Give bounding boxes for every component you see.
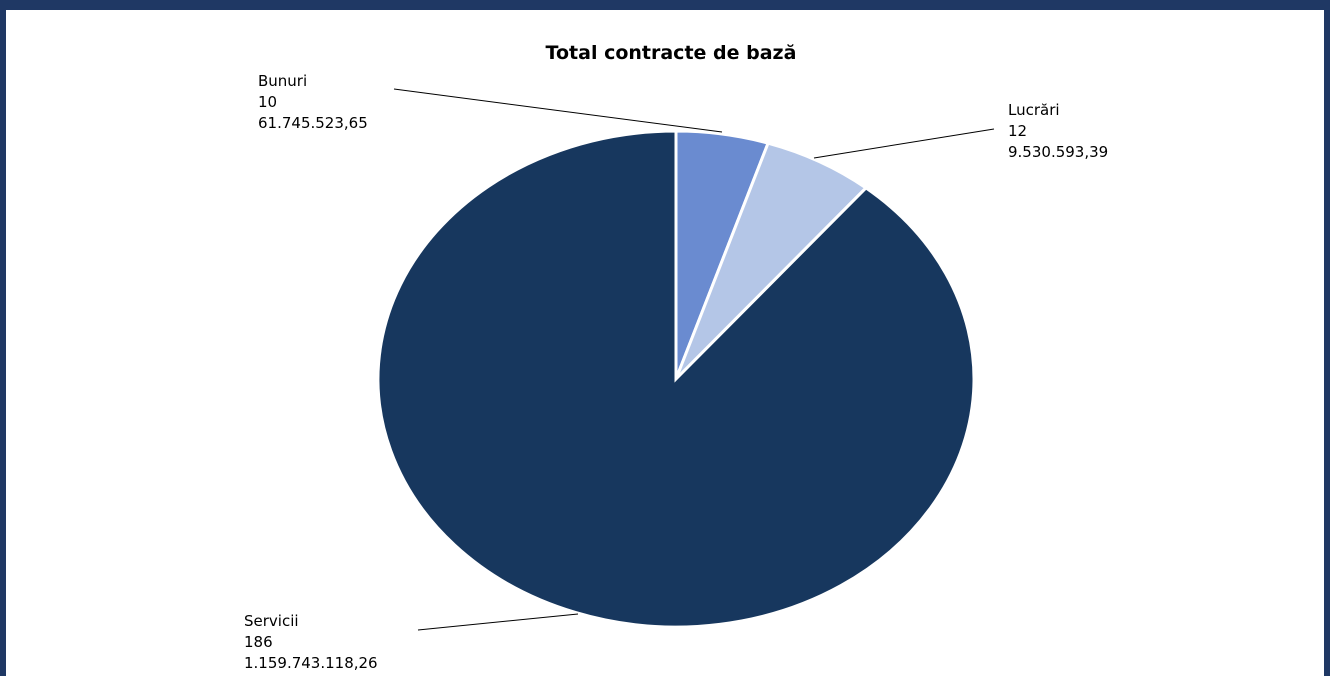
pie-chart: Total contracte de bază Bunuri 10 61.745.5…	[244, 42, 1108, 672]
chart-title: Total contracte de bază	[546, 42, 797, 64]
label-value-servicii: 1.159.743.118,26	[244, 654, 378, 672]
label-name-lucrari: Lucrări	[1008, 101, 1060, 119]
pie-slice-servicii	[376, 129, 976, 629]
label-count-lucrari: 12	[1008, 122, 1027, 140]
leader-line-servicii	[417, 613, 579, 631]
label-name-bunuri: Bunuri	[258, 72, 307, 90]
leader-line-bunuri	[393, 88, 723, 133]
pie-slices	[376, 129, 976, 629]
leader-lines	[393, 88, 995, 631]
label-value-lucrari: 9.530.593,39	[1008, 143, 1108, 161]
leader-line-lucrari	[813, 128, 995, 159]
label-count-bunuri: 10	[258, 93, 277, 111]
label-count-servicii: 186	[244, 633, 273, 651]
label-name-servicii: Servicii	[244, 612, 299, 630]
label-value-bunuri: 61.745.523,65	[258, 114, 368, 132]
data-labels: Bunuri 10 61.745.523,65 Lucrări 12 9.530.593,…	[244, 72, 1108, 672]
